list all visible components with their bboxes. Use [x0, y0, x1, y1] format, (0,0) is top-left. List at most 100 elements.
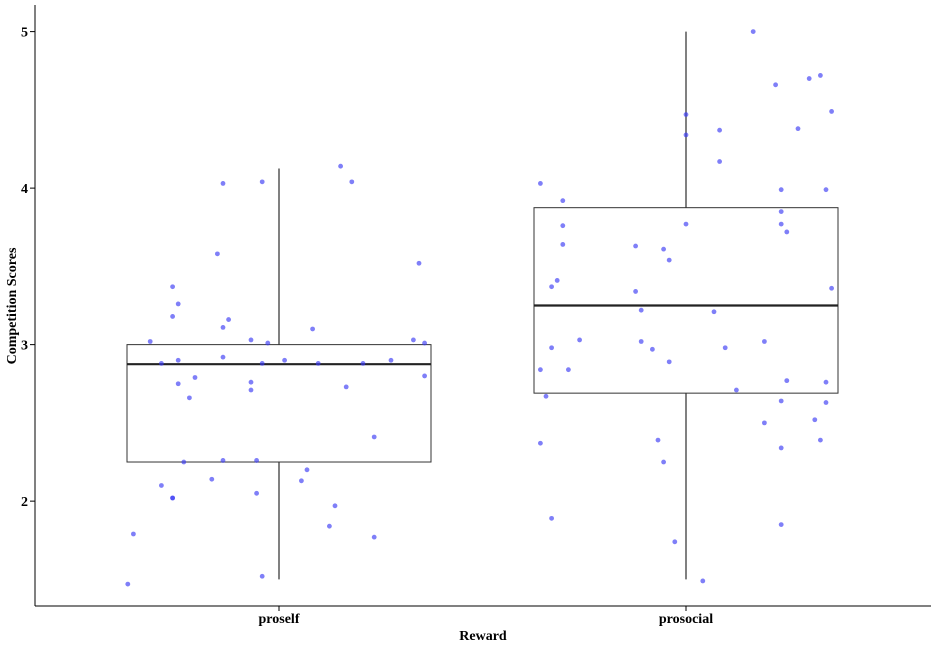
data-point-proself-28 — [175, 357, 181, 363]
data-point-proself-48 — [338, 163, 343, 169]
data-point-prosocial-99 — [829, 109, 834, 114]
data-point-prosocial-83 — [633, 243, 638, 249]
data-point-proself-45 — [220, 181, 226, 186]
data-point-proself-11 — [209, 476, 215, 482]
data-point-prosocial-65 — [823, 379, 829, 385]
data-point-proself-3 — [131, 531, 136, 537]
data-point-proself-19 — [343, 384, 349, 390]
data-point-prosocial-87 — [683, 221, 689, 227]
data-point-prosocial-85 — [784, 229, 790, 235]
data-point-proself-5 — [332, 503, 338, 509]
data-point-prosocial-84 — [560, 242, 566, 247]
data-point-prosocial-58 — [762, 420, 767, 426]
data-point-proself-27 — [315, 361, 321, 366]
data-point-proself-38 — [220, 325, 226, 330]
data-point-proself-43 — [416, 260, 422, 266]
data-point-proself-26 — [259, 361, 265, 366]
data-point-proself-37 — [310, 326, 315, 332]
data-point-proself-34 — [411, 337, 416, 343]
data-point-prosocial-63 — [734, 387, 739, 393]
data-point-proself-4 — [327, 523, 332, 529]
data-point-prosocial-50 — [672, 539, 678, 545]
data-point-proself-47 — [349, 179, 355, 185]
data-point-proself-42 — [170, 284, 176, 290]
data-point-prosocial-59 — [812, 417, 818, 423]
data-point-prosocial-91 — [778, 187, 784, 193]
data-point-prosocial-80 — [829, 285, 834, 291]
data-point-prosocial-52 — [549, 515, 554, 521]
y-axis-title: Competition Scores — [5, 247, 20, 364]
data-point-prosocial-79 — [554, 278, 560, 283]
data-point-proself-20 — [175, 381, 181, 387]
data-point-prosocial-55 — [538, 440, 543, 446]
data-point-prosocial-51 — [778, 522, 784, 528]
data-point-proself-8 — [254, 490, 259, 496]
data-point-prosocial-96 — [717, 127, 722, 133]
data-point-prosocial-69 — [650, 346, 655, 352]
boxes — [126, 31, 839, 580]
data-point-proself-7 — [170, 495, 176, 501]
data-point-proself-46 — [259, 179, 265, 185]
data-point-prosocial-64 — [784, 378, 790, 384]
data-point-prosocial-68 — [666, 359, 672, 365]
data-point-prosocial-75 — [711, 309, 717, 315]
data-point-prosocial-49 — [700, 578, 706, 584]
data-point-prosocial-76 — [638, 307, 644, 313]
x-tick-label-prosocial: prosocial — [659, 612, 713, 627]
data-point-prosocial-97 — [795, 126, 801, 132]
data-point-prosocial-102 — [818, 73, 823, 78]
data-point-prosocial-66 — [538, 367, 543, 373]
data-point-prosocial-93 — [538, 181, 543, 186]
axes — [34, 5, 931, 607]
data-point-proself-24 — [360, 361, 366, 366]
data-point-proself-18 — [248, 387, 254, 393]
data-point-prosocial-95 — [683, 132, 689, 138]
data-point-prosocial-72 — [638, 339, 644, 344]
data-point-proself-33 — [265, 340, 271, 346]
x-axis-title: Reward — [459, 629, 507, 644]
data-point-proself-23 — [422, 373, 427, 379]
data-point-prosocial-61 — [823, 400, 829, 405]
x-ticks: proself prosocial — [259, 606, 713, 627]
data-point-proself-12 — [304, 467, 310, 473]
data-point-prosocial-56 — [818, 437, 823, 443]
y-tick-label-2: 2 — [21, 495, 28, 510]
data-point-prosocial-90 — [560, 198, 566, 204]
box-prosocial — [533, 207, 839, 394]
data-point-proself-35 — [422, 340, 427, 346]
data-point-proself-21 — [248, 379, 254, 385]
data-point-prosocial-94 — [717, 159, 722, 164]
y-ticks: 2 3 4 5 — [21, 26, 35, 510]
data-point-prosocial-71 — [722, 345, 728, 351]
data-point-proself-22 — [192, 375, 198, 380]
data-point-proself-15 — [254, 458, 259, 463]
data-point-proself-31 — [220, 354, 226, 360]
data-point-proself-13 — [181, 459, 187, 465]
data-point-proself-29 — [282, 357, 287, 363]
data-point-prosocial-101 — [806, 76, 812, 81]
data-point-proself-0 — [125, 581, 131, 587]
data-point-proself-10 — [299, 478, 304, 484]
data-point-proself-36 — [248, 337, 254, 343]
data-point-proself-44 — [215, 251, 220, 257]
data-point-prosocial-103 — [750, 29, 756, 35]
data-point-prosocial-74 — [762, 339, 767, 344]
data-point-prosocial-86 — [560, 223, 566, 229]
data-point-proself-25 — [159, 361, 164, 366]
data-point-proself-40 — [170, 314, 176, 319]
data-point-prosocial-77 — [633, 289, 638, 294]
data-point-proself-32 — [147, 339, 153, 344]
data-point-proself-41 — [175, 301, 181, 307]
x-tick-label-proself: proself — [259, 612, 300, 627]
points — [125, 29, 834, 587]
data-point-prosocial-57 — [778, 445, 784, 451]
data-point-prosocial-100 — [773, 82, 778, 88]
data-point-proself-39 — [226, 317, 232, 322]
y-tick-label-3: 3 — [21, 339, 28, 354]
data-point-proself-2 — [371, 534, 377, 540]
data-point-prosocial-54 — [655, 437, 661, 443]
data-point-prosocial-78 — [549, 284, 554, 290]
data-point-proself-9 — [159, 483, 164, 488]
data-point-prosocial-67 — [566, 367, 571, 373]
box-proself — [126, 344, 432, 463]
